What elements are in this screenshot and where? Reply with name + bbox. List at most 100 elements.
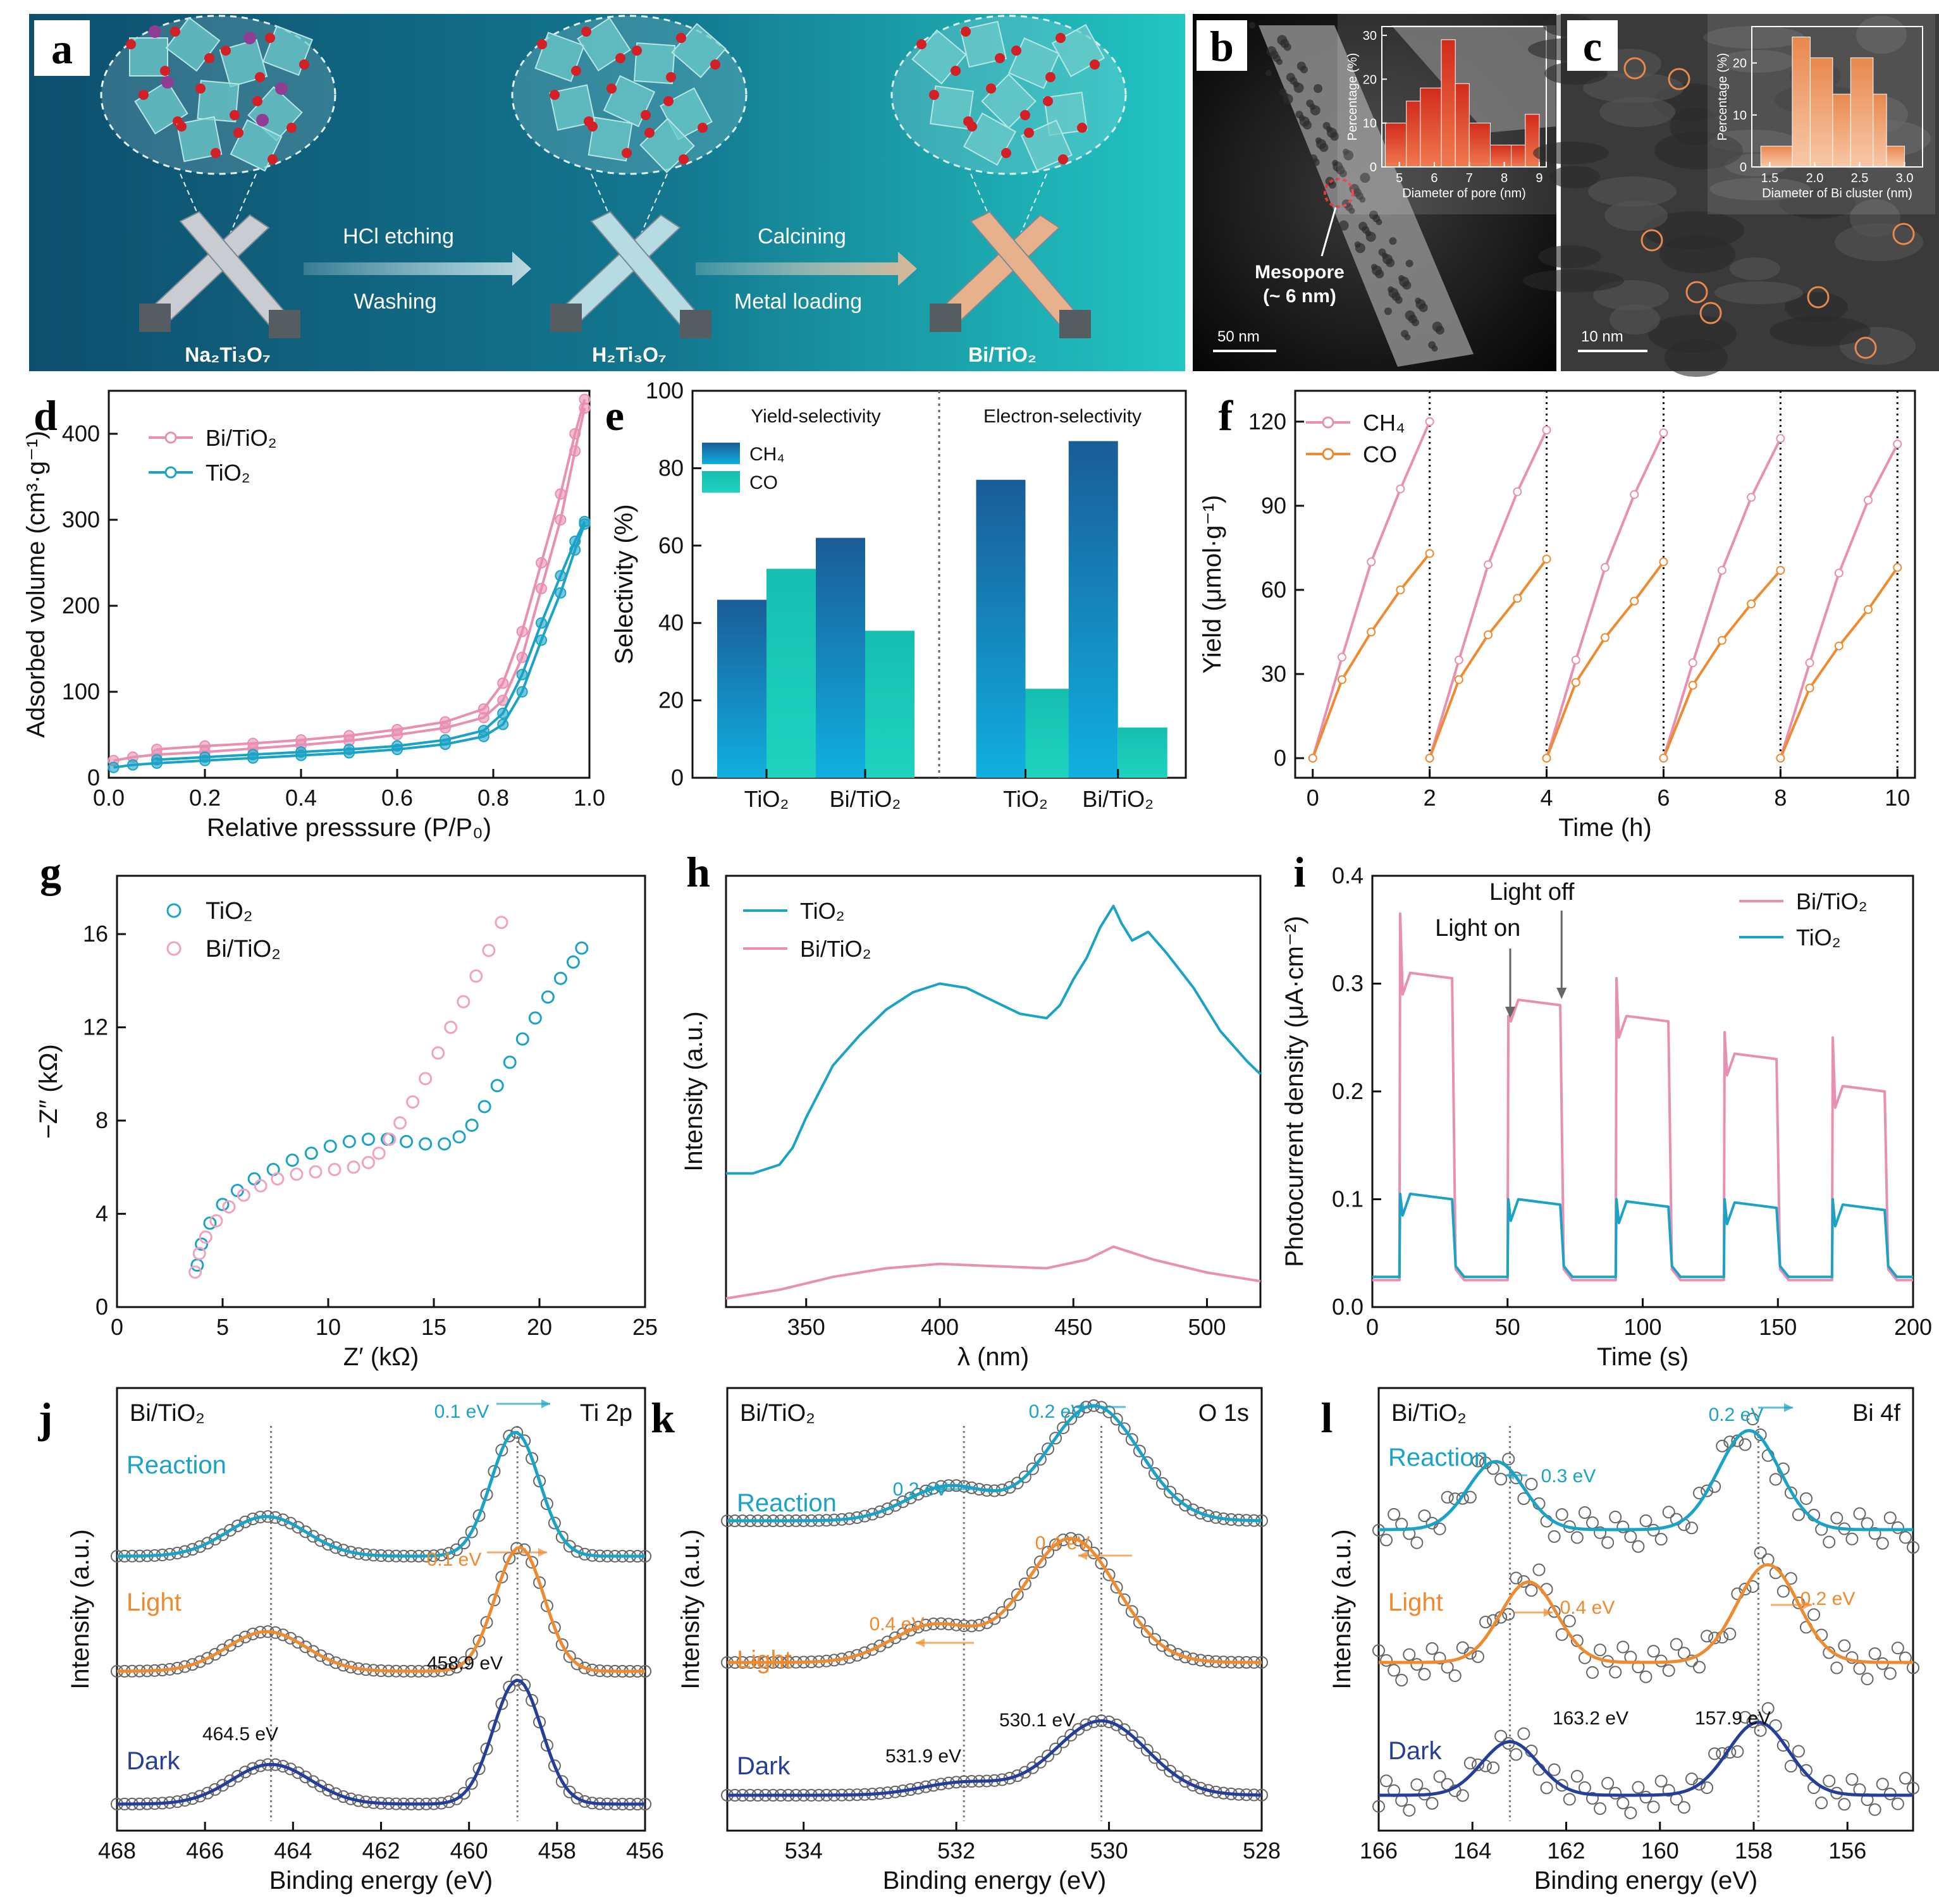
data-point [1688, 658, 1697, 668]
raw-data-point [216, 1528, 229, 1542]
raw-data-point [194, 1790, 207, 1803]
raw-data-point [1891, 1797, 1904, 1810]
data-point [497, 677, 509, 689]
y-axis-label: Photocurrent density (μA·cm⁻²) [1281, 916, 1308, 1267]
raw-data-point [1064, 1412, 1078, 1425]
x-tick-label: 25 [632, 1314, 658, 1340]
raw-data-point [548, 1516, 561, 1530]
raw-data-point [540, 1599, 553, 1612]
histogram-bar [1420, 87, 1442, 168]
data-point [503, 1055, 517, 1069]
data-point [569, 428, 581, 439]
raw-data-point [540, 1497, 553, 1511]
panel-letter-j: j [38, 1394, 53, 1442]
raw-data-point [1601, 1777, 1615, 1790]
data-point [1484, 560, 1493, 569]
x-axis-label: Time (h) [1558, 814, 1651, 842]
shift-arrowhead [1784, 1403, 1793, 1412]
histogram-bar [1850, 57, 1874, 168]
shift-arrowhead [538, 1548, 547, 1557]
raw-data-point [1845, 1773, 1859, 1786]
raw-data-point [1708, 1631, 1721, 1645]
bi-cluster-marker [1668, 68, 1690, 90]
raw-data-point [1861, 1517, 1874, 1530]
nanobelt-end [1059, 310, 1091, 338]
panel-g-nyquist: 0 5 10 15 20 25 0 4 8 12 16 Z′ (kΩ) −Z″ (kΩ) TiO₂ Bi/T… [35, 875, 658, 1371]
x-axis-label: Binding energy (eV) [883, 1867, 1107, 1895]
shift-arrowhead [1505, 1471, 1514, 1480]
data-point [569, 536, 581, 547]
data-point [343, 730, 355, 742]
x-tick-label: 0.2 [189, 785, 221, 811]
data-point [419, 1072, 433, 1086]
raw-data-point [858, 1646, 871, 1659]
shift-label: 0.1 eV [434, 1401, 489, 1422]
contrast-region [1538, 245, 1601, 268]
raw-data-point [1388, 1664, 1401, 1677]
oxygen-atom [1043, 96, 1053, 106]
raw-data-point [336, 1790, 350, 1803]
raw-data-point [1125, 1605, 1138, 1618]
data-point [1542, 555, 1551, 564]
raw-data-point [472, 1509, 486, 1522]
pore [1388, 286, 1394, 293]
pore [1277, 35, 1288, 46]
legend-marker [166, 941, 182, 956]
x-axis-label: λ (nm) [957, 1343, 1029, 1371]
bar-co [766, 568, 816, 778]
trace-label: Reaction [737, 1489, 837, 1517]
panel-letter-l: l [1321, 1394, 1333, 1442]
data-point [452, 1130, 466, 1144]
data-point [1542, 753, 1551, 763]
raw-data-point [1739, 1711, 1752, 1724]
x-tick-label: 158 [1735, 1838, 1773, 1864]
raw-data-point [1823, 1535, 1836, 1549]
nanobelt-end [269, 310, 300, 338]
raw-data-point [238, 1766, 252, 1779]
raw-data-point [1586, 1516, 1599, 1530]
material1-label: Na₂Ti₃O₇ [185, 343, 270, 366]
step2-top-label: Calcining [758, 224, 846, 249]
pore [1389, 237, 1397, 245]
data-point [431, 1046, 445, 1060]
y-tick-label: 0.4 [1332, 863, 1363, 888]
raw-data-point [1011, 1477, 1024, 1490]
raw-data-point [1110, 1718, 1123, 1731]
bar-ch4 [1068, 441, 1118, 778]
raw-data-point [1510, 1571, 1523, 1585]
raw-data-point [1410, 1658, 1424, 1671]
raw-data-point [1140, 1625, 1154, 1638]
raw-data-point [1754, 1428, 1767, 1442]
raw-data-point [216, 1779, 229, 1792]
nanobelt-end [930, 304, 961, 332]
data-point [1630, 490, 1639, 500]
pore [1296, 61, 1306, 71]
series-line [156, 520, 586, 761]
pore [1286, 73, 1295, 82]
raw-data-point [1140, 1456, 1154, 1469]
bi-cluster-marker [1892, 223, 1915, 245]
x-tick-label: 9 [1536, 171, 1542, 185]
y-tick-label: 20 [1363, 73, 1377, 87]
raw-data-point [1156, 1758, 1169, 1771]
legend-label: CO [749, 472, 778, 493]
raw-data-point [292, 1521, 305, 1534]
y-tick-label: 0 [1740, 161, 1747, 175]
data-point [1601, 563, 1610, 572]
series-line [1779, 443, 1899, 759]
data-point [1308, 753, 1317, 763]
data-point [465, 1118, 479, 1132]
raw-data-point [201, 1537, 214, 1550]
raw-data-point [1471, 1454, 1484, 1468]
data-point [323, 1139, 337, 1153]
data-point [1396, 585, 1405, 594]
x-axis-label: Relative presssure (P/P₀) [207, 814, 491, 842]
nanobelt-end [139, 304, 171, 332]
raw-data-point [1891, 1642, 1904, 1655]
data-point [304, 1146, 318, 1160]
raw-data-point [1525, 1477, 1538, 1490]
contrast-region [1610, 304, 1660, 335]
raw-data-point [1517, 1727, 1530, 1740]
raw-data-point [480, 1616, 493, 1629]
x-tick-label: 532 [937, 1838, 975, 1864]
